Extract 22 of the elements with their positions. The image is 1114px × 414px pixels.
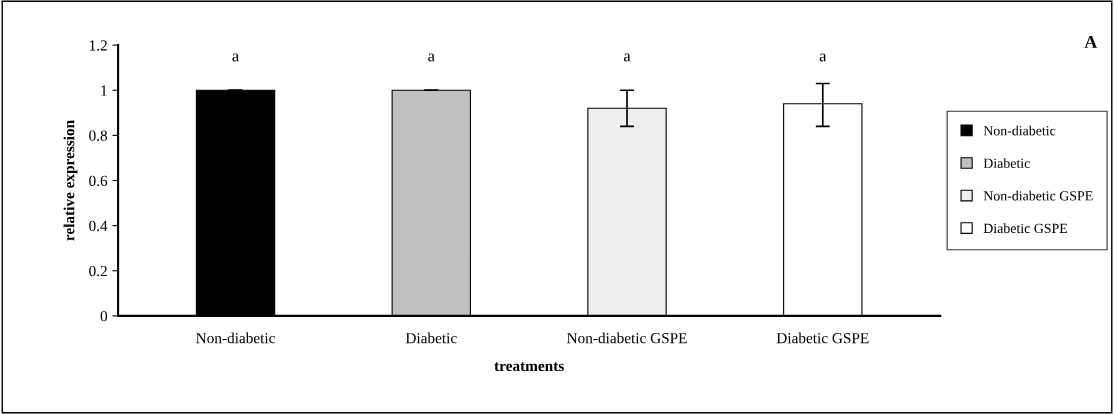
x-axis-title: treatments (494, 362, 564, 372)
legend-label: Non-diabetic GSPE (983, 190, 1093, 201)
legend-label: Diabetic GSPE (983, 223, 1068, 234)
x-tick-label: Diabetic GSPE (776, 332, 869, 344)
y-tick-label: 0.4 (89, 220, 108, 232)
legend-label: Diabetic (983, 158, 1030, 168)
legend-label: Non-diabetic (983, 125, 1056, 136)
text: A (1084, 35, 1098, 48)
y-axis-title: relative expression (63, 120, 78, 241)
y-tick-label: 0 (100, 311, 108, 322)
y-tick-label: 0.2 (89, 265, 107, 277)
annotation: a (428, 53, 435, 62)
annotation: a (623, 53, 631, 62)
x-tick-label: Non-diabetic GSPE (567, 332, 687, 344)
x-tick-label: Non-diabetic (196, 332, 275, 344)
y-tick-label: 0.6 (89, 175, 108, 187)
annotation: a (819, 53, 827, 62)
y-tick-label: 1 (101, 85, 107, 96)
annotation: a (232, 53, 239, 62)
x-tick-label: Diabetic (405, 332, 457, 344)
y-tick-label: 0.8 (89, 130, 108, 141)
y-tick-label: 1.2 (89, 40, 107, 51)
